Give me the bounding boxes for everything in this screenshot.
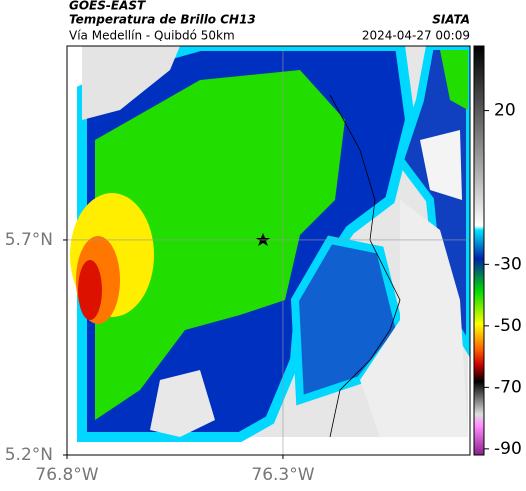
source: GOES-EAST [69, 0, 146, 13]
y-tick-label: 5.2°N [5, 445, 53, 465]
colorbar-tick-label: 20 [494, 101, 516, 121]
colorbar-tick-label: -70 [494, 377, 522, 397]
colorbar-tick-label: -50 [494, 316, 522, 336]
satellite-image [67, 46, 470, 455]
colorbar-tick-label: -90 [494, 439, 522, 459]
y-tick-label: 5.7°N [5, 230, 53, 250]
colorbar-tick-label: -30 [494, 254, 522, 274]
x-tick-label: 76.3°W [251, 465, 314, 485]
map-frame [66, 45, 471, 456]
brand: SIATA [432, 13, 470, 27]
x-tick-label: 76.8°W [35, 465, 98, 485]
timestamp: 2024-04-27 00:09 [362, 29, 470, 43]
route: Vía Medellín - Quibdó 50km [69, 29, 235, 43]
colorbar [473, 45, 485, 456]
title: Temperatura de Brillo CH13 [69, 13, 256, 27]
